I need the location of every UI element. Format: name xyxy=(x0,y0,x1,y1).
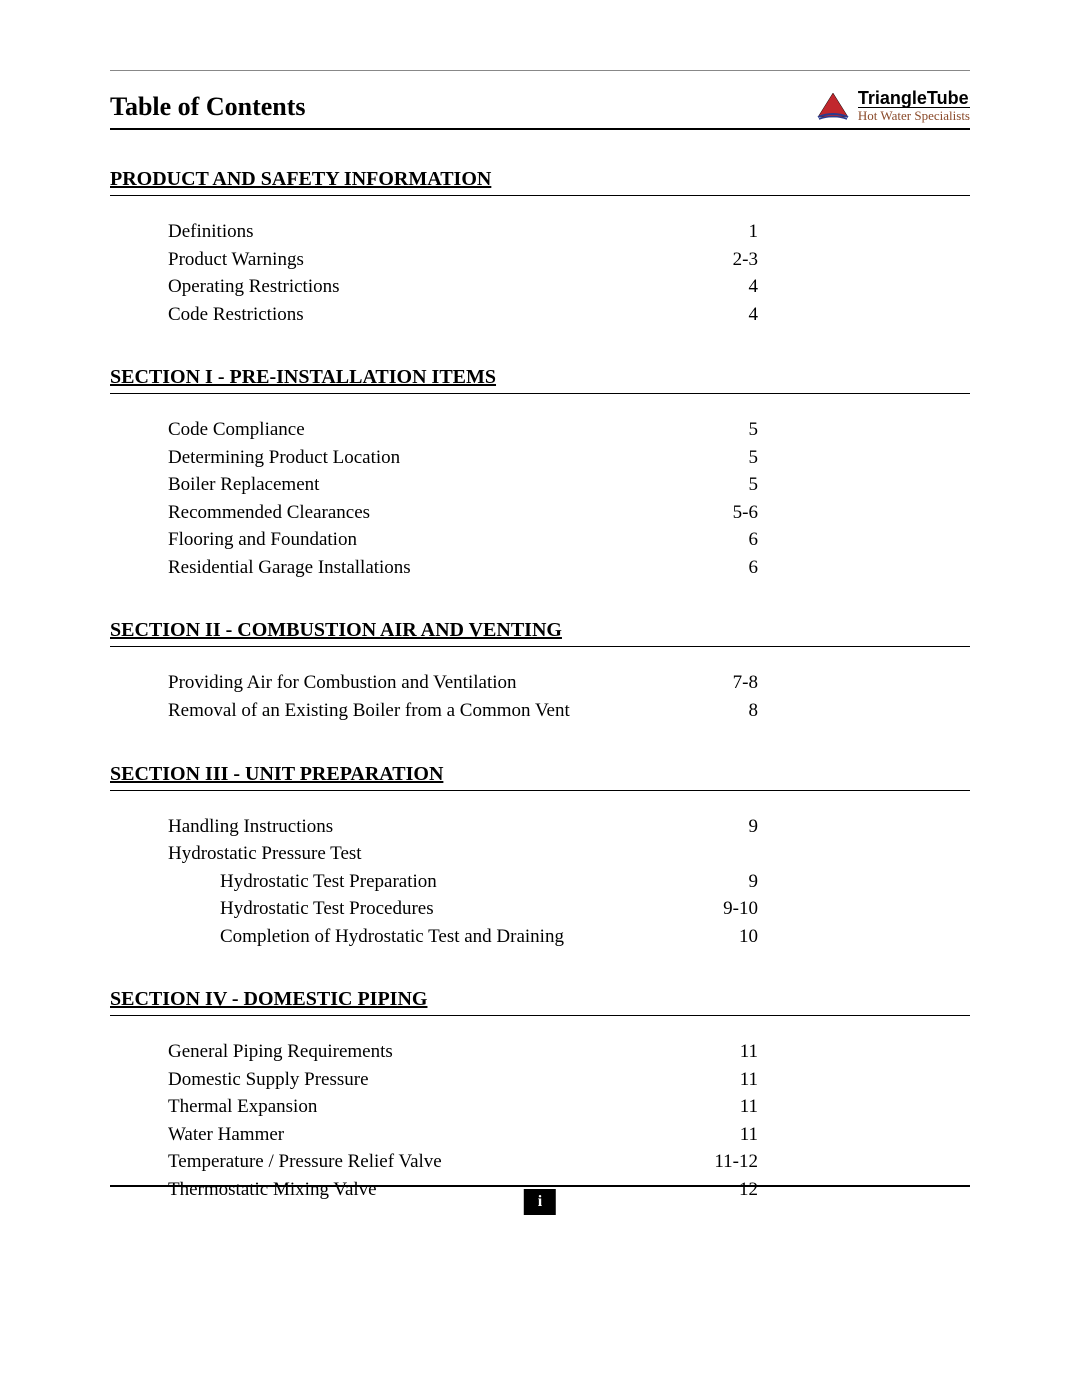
toc-entry: Water Hammer 11 xyxy=(168,1121,758,1149)
toc-entry-page: 6 xyxy=(749,554,759,582)
toc-entry-page: 4 xyxy=(749,273,759,301)
toc-entry-page: 5 xyxy=(749,416,759,444)
toc-entry: Boiler Replacement 5 xyxy=(168,471,758,499)
toc-entry: Code Compliance 5 xyxy=(168,416,758,444)
toc-entry-label: Providing Air for Combustion and Ventila… xyxy=(168,669,517,697)
toc-entry-page: 4 xyxy=(749,301,759,329)
toc-entry-label: Code Restrictions xyxy=(168,301,304,329)
logo-tagline: Hot Water Specialists xyxy=(858,107,970,122)
toc-entry-page: 5 xyxy=(749,471,759,499)
triangle-icon xyxy=(816,91,850,121)
section-heading: SECTION II - COMBUSTION AIR AND VENTING xyxy=(110,619,970,647)
toc-entry: Determining Product Location 5 xyxy=(168,444,758,472)
toc-entry-label: Product Warnings xyxy=(168,246,304,274)
section-heading: SECTION III - UNIT PREPARATION xyxy=(110,763,970,791)
toc-entry: Removal of an Existing Boiler from a Com… xyxy=(168,697,758,725)
toc-entry-label: Handling Instructions xyxy=(168,813,333,841)
section-heading: PRODUCT AND SAFETY INFORMATION xyxy=(110,168,970,196)
toc-entry: Hydrostatic Test Preparation 9 xyxy=(220,868,758,896)
toc-entry: General Piping Requirements 11 xyxy=(168,1038,758,1066)
toc-entry-page: 11-12 xyxy=(714,1148,758,1176)
toc-entry-label: Determining Product Location xyxy=(168,444,400,472)
toc-entry-label: Thermostatic Mixing Valve xyxy=(168,1176,377,1204)
toc-entry: Hydrostatic Pressure Test xyxy=(168,840,758,868)
toc-entry: Thermal Expansion 11 xyxy=(168,1093,758,1121)
toc-body: PRODUCT AND SAFETY INFORMATION Definition… xyxy=(110,168,970,1204)
toc-entry-label: Hydrostatic Pressure Test xyxy=(168,840,362,868)
toc-entry-page: 11 xyxy=(740,1066,758,1094)
section-heading: SECTION I - PRE-INSTALLATION ITEMS xyxy=(110,366,970,394)
toc-entry-page: 11 xyxy=(740,1093,758,1121)
toc-entry: Product Warnings 2-3 xyxy=(168,246,758,274)
toc-entry-label: General Piping Requirements xyxy=(168,1038,393,1066)
toc-entry: Temperature / Pressure Relief Valve 11-12 xyxy=(168,1148,758,1176)
brand-logo: TriangleTube Hot Water Specialists xyxy=(816,89,970,122)
toc-entry: Thermostatic Mixing Valve 12 xyxy=(168,1176,758,1204)
toc-entry-label: Definitions xyxy=(168,218,254,246)
toc-entry-page: 8 xyxy=(749,697,759,725)
header: Table of Contents TriangleTube Hot Water… xyxy=(110,89,970,130)
page-number: i xyxy=(524,1189,556,1215)
toc-entry-page: 10 xyxy=(739,923,758,951)
toc-entry-page: 5 xyxy=(749,444,759,472)
toc-entry-label: Hydrostatic Test Preparation xyxy=(220,868,437,896)
toc-entry-page: 11 xyxy=(740,1038,758,1066)
toc-entry-page: 7-8 xyxy=(733,669,758,697)
toc-entry: Hydrostatic Test Procedures 9-10 xyxy=(220,895,758,923)
toc-entry: Completion of Hydrostatic Test and Drain… xyxy=(220,923,758,951)
toc-entry-page: 2-3 xyxy=(733,246,758,274)
toc-entries: Definitions1Product Warnings2-3Operating… xyxy=(168,218,758,328)
toc-entry-page: 9 xyxy=(749,868,759,896)
toc-entry-label: Boiler Replacement xyxy=(168,471,319,499)
toc-entry-page: 9 xyxy=(749,813,759,841)
toc-entry-label: Code Compliance xyxy=(168,416,305,444)
toc-entry-label: Recommended Clearances xyxy=(168,499,370,527)
toc-entry-label: Removal of an Existing Boiler from a Com… xyxy=(168,697,570,725)
toc-section: SECTION IV - DOMESTIC PIPING General Pipi… xyxy=(110,988,970,1203)
toc-section: SECTION I - PRE-INSTALLATION ITEMS Code C… xyxy=(110,366,970,581)
toc-entry: Domestic Supply Pressure 11 xyxy=(168,1066,758,1094)
toc-entry-label: Thermal Expansion xyxy=(168,1093,317,1121)
toc-entry-label: Domestic Supply Pressure xyxy=(168,1066,369,1094)
page-title: Table of Contents xyxy=(110,92,306,122)
section-heading: SECTION IV - DOMESTIC PIPING xyxy=(110,988,970,1016)
toc-entry: Operating Restrictions 4 xyxy=(168,273,758,301)
toc-entries: Handling Instructions 9 Hydrostatic Pressu… xyxy=(168,813,758,951)
toc-entry-label: Operating Restrictions xyxy=(168,273,340,301)
page: Table of Contents TriangleTube Hot Water… xyxy=(0,0,1080,1397)
toc-entries: Providing Air for Combustion and Ventila… xyxy=(168,669,758,724)
toc-entry: Handling Instructions 9 xyxy=(168,813,758,841)
toc-entry: Definitions 1 xyxy=(168,218,758,246)
toc-entry: Code Restrictions 4 xyxy=(168,301,758,329)
toc-entry-label: Residential Garage Installations xyxy=(168,554,411,582)
toc-entries: General Piping Requirements11Domestic Su… xyxy=(168,1038,758,1203)
toc-entry: Residential Garage Installations 6 xyxy=(168,554,758,582)
toc-section: PRODUCT AND SAFETY INFORMATION Definition… xyxy=(110,168,970,328)
toc-entry-page: 12 xyxy=(739,1176,758,1204)
toc-section: SECTION III - UNIT PREPARATION Handling I… xyxy=(110,763,970,951)
toc-entry-page: 9-10 xyxy=(723,895,758,923)
toc-entry-page: 1 xyxy=(749,218,759,246)
toc-entry-page: 6 xyxy=(749,526,759,554)
logo-name: TriangleTube xyxy=(858,89,970,107)
toc-entry: Flooring and Foundation 6 xyxy=(168,526,758,554)
toc-section: SECTION II - COMBUSTION AIR AND VENTING P… xyxy=(110,619,970,724)
top-rule xyxy=(110,70,970,71)
logo-text-block: TriangleTube Hot Water Specialists xyxy=(858,89,970,122)
toc-entry-page: 5-6 xyxy=(733,499,758,527)
toc-entry: Providing Air for Combustion and Ventila… xyxy=(168,669,758,697)
footer-rule xyxy=(110,1185,970,1187)
toc-entry-page: 11 xyxy=(740,1121,758,1149)
toc-entry-label: Completion of Hydrostatic Test and Drain… xyxy=(220,923,564,951)
toc-entry: Recommended Clearances 5-6 xyxy=(168,499,758,527)
toc-entry-label: Hydrostatic Test Procedures xyxy=(220,895,434,923)
toc-entry-label: Water Hammer xyxy=(168,1121,284,1149)
toc-entries: Code Compliance5Determining Product Loca… xyxy=(168,416,758,581)
toc-entry-label: Flooring and Foundation xyxy=(168,526,357,554)
toc-entry-label: Temperature / Pressure Relief Valve xyxy=(168,1148,442,1176)
